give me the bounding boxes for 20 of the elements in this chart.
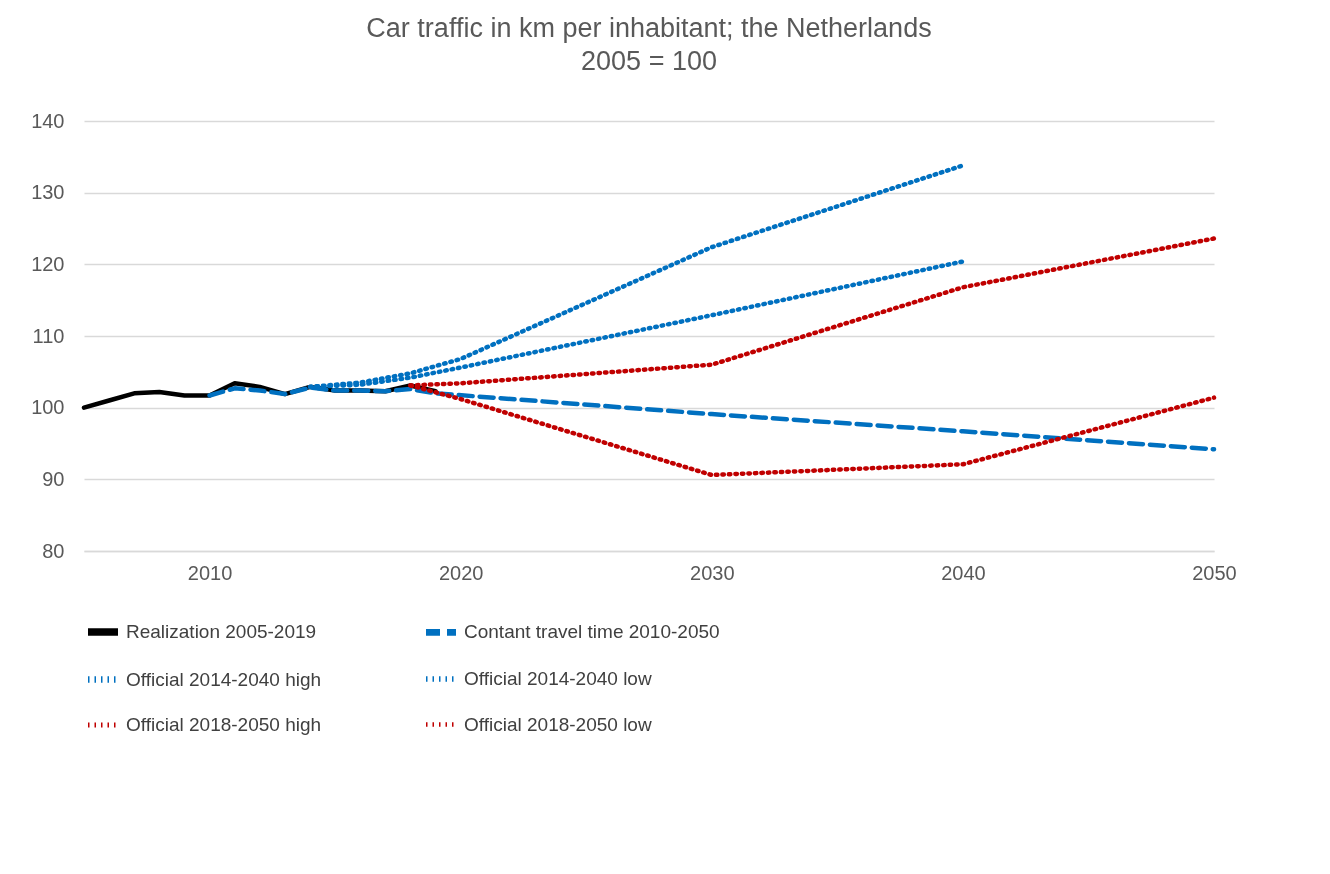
x-tick-label: 2010 <box>187 561 233 584</box>
legend-label: Official 2018-2050 low <box>464 713 652 735</box>
legend-label: Contant travel time 2010-2050 <box>464 621 720 643</box>
chart-title: Car traffic in km per inhabitant; the Netherlands <box>366 13 932 43</box>
chart-subtitle: 2005 = 100 <box>581 46 717 76</box>
legend-label: Official 2014-2040 high <box>126 668 322 690</box>
y-tick-label: 120 <box>31 252 65 275</box>
y-tick-label: 90 <box>42 467 65 490</box>
x-tick-label: 2030 <box>690 561 735 584</box>
y-tick-label: 140 <box>31 109 65 132</box>
y-tick-label: 130 <box>31 181 65 204</box>
y-tick-label: 80 <box>42 539 65 562</box>
x-tick-label: 2020 <box>438 561 484 584</box>
y-tick-label: 100 <box>31 396 65 419</box>
legend-label: Official 2014-2040 low <box>464 668 652 689</box>
legend-label: Realization 2005-2019 <box>126 621 317 642</box>
legend-label: Official 2018-2050 high <box>126 714 322 735</box>
x-tick-label: 2040 <box>941 561 986 584</box>
x-tick-label: 2050 <box>1192 561 1237 584</box>
y-tick-label: 110 <box>32 324 65 347</box>
